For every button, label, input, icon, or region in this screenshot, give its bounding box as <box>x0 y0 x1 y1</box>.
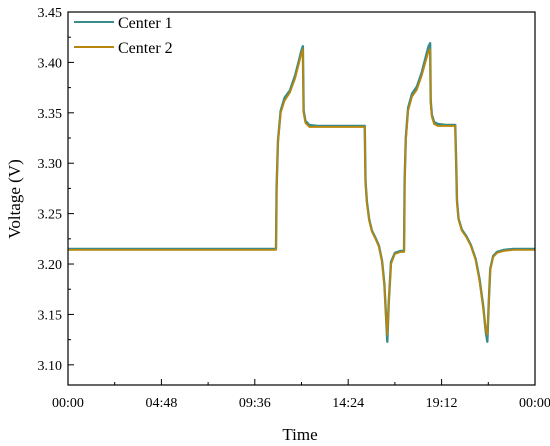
x-axis-title: Time <box>282 425 317 444</box>
y-tick-label: 3.10 <box>38 359 63 374</box>
series-layer <box>68 42 535 343</box>
y-tick-label: 3.25 <box>38 208 63 223</box>
legend-label-center-2: Center 2 <box>118 40 173 57</box>
legend: Center 1 Center 2 <box>74 15 173 57</box>
x-tick-label: 19:12 <box>426 396 458 411</box>
legend-label-center-1: Center 1 <box>118 15 173 32</box>
x-tick-label: 09:36 <box>239 396 271 411</box>
y-tick-label: 3.30 <box>38 157 63 172</box>
y-tick-label: 3.20 <box>38 258 63 273</box>
x-tick-label: 04:48 <box>145 396 177 411</box>
x-tick-label: 14:24 <box>332 396 364 411</box>
y-tick-label: 3.15 <box>38 308 63 323</box>
y-tick-label: 3.40 <box>38 56 63 71</box>
y-tick-label: 3.45 <box>38 6 63 21</box>
axes-layer: 3.10 3.15 3.20 3.25 3.30 3.35 3.40 3.45 00:00 04:… <box>38 6 550 411</box>
plot-area <box>68 12 535 385</box>
y-tick-label: 3.35 <box>38 107 63 122</box>
x-tick-label: 00:00 <box>519 396 550 411</box>
series-line-center-2 <box>68 48 535 336</box>
x-tick-label: 00:00 <box>52 396 84 411</box>
y-axis-title: Voltage (V) <box>5 159 24 238</box>
